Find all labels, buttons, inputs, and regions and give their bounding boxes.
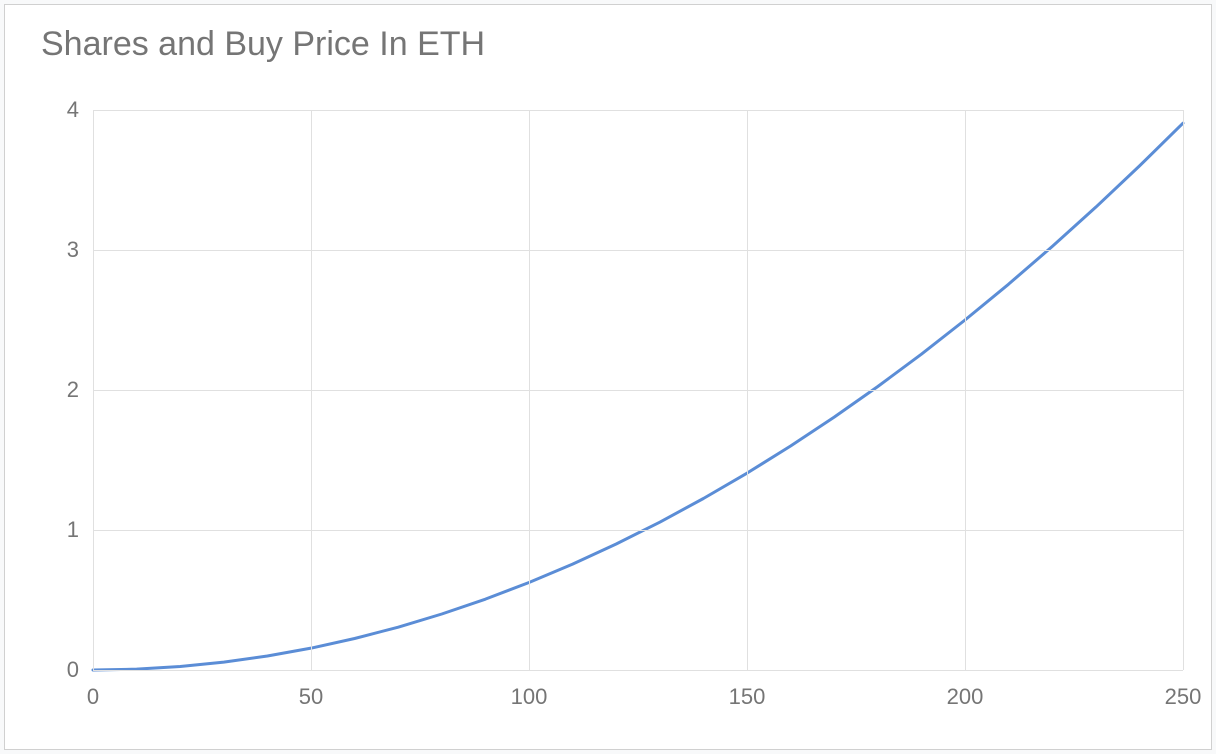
y-axis-tick-label: 0: [67, 657, 79, 683]
line-series-path: [93, 123, 1183, 670]
chart-container: Shares and Buy Price In ETH 050100150200…: [4, 4, 1212, 750]
y-axis-tick-label: 4: [67, 97, 79, 123]
gridline-horizontal: [93, 390, 1183, 391]
x-axis-tick-label: 0: [87, 684, 99, 710]
y-axis-tick-label: 3: [67, 237, 79, 263]
gridline-horizontal: [93, 670, 1183, 671]
gridline-vertical: [1183, 110, 1184, 670]
gridline-horizontal: [93, 250, 1183, 251]
plot-area: 05010015020025001234: [93, 110, 1183, 670]
x-axis-tick-label: 150: [729, 684, 766, 710]
gridline-horizontal: [93, 110, 1183, 111]
chart-title: Shares and Buy Price In ETH: [41, 25, 485, 64]
x-axis-tick-label: 250: [1165, 684, 1202, 710]
x-axis-tick-label: 50: [299, 684, 323, 710]
x-axis-tick-label: 200: [947, 684, 984, 710]
y-axis-tick-label: 1: [67, 517, 79, 543]
x-axis-tick-label: 100: [511, 684, 548, 710]
gridline-horizontal: [93, 530, 1183, 531]
y-axis-tick-label: 2: [67, 377, 79, 403]
